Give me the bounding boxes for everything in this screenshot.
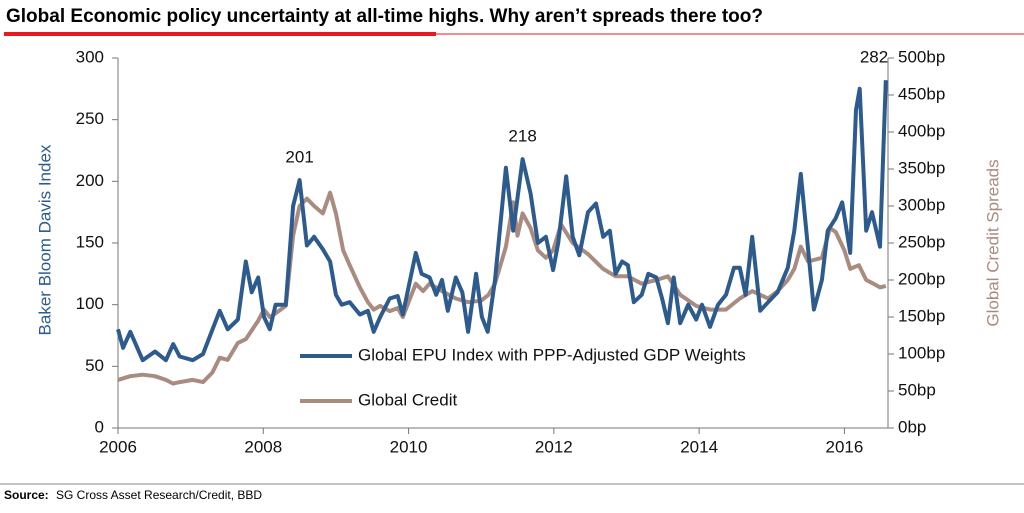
y2-tick-label: 150bp <box>898 306 945 325</box>
y-tick-label: 300 <box>76 47 104 66</box>
y-tick-label: 200 <box>76 171 104 190</box>
y-tick-label: 100 <box>76 294 104 313</box>
series-line <box>116 80 888 363</box>
x-tick-label: 2016 <box>826 437 864 456</box>
y-tick-label: 0 <box>95 417 104 436</box>
y2-tick-label: 400bp <box>898 121 945 140</box>
y-tick-label: 250 <box>76 109 104 128</box>
legend-label: Global EPU Index with PPP-Adjusted GDP W… <box>358 345 746 364</box>
y2-tick-label: 500bp <box>898 47 945 66</box>
source-text: SG Cross Asset Research/Credit, BBD <box>56 488 262 502</box>
chart-title: Global Economic policy uncertainty at al… <box>6 6 763 27</box>
y2-tick-label: 200bp <box>898 269 945 288</box>
data-label: 218 <box>508 127 536 146</box>
x-tick-label: 2012 <box>535 437 573 456</box>
y2-tick-label: 300bp <box>898 195 945 214</box>
y2-tick-label: 0bp <box>898 417 926 436</box>
y2-axis-title: Global Credit Spreads <box>983 159 1002 326</box>
legend-label: Global Credit <box>358 390 457 409</box>
x-tick-label: 2006 <box>99 437 137 456</box>
y2-tick-label: 450bp <box>898 84 945 103</box>
x-tick-label: 2010 <box>390 437 428 456</box>
x-tick-label: 2008 <box>244 437 282 456</box>
data-label: 282 <box>860 48 888 67</box>
y-axis-title: Baker Bloom Davis Index <box>35 144 54 335</box>
y2-tick-label: 350bp <box>898 158 945 177</box>
y-tick-label: 150 <box>76 232 104 251</box>
data-label: 201 <box>285 148 313 167</box>
y2-tick-label: 50bp <box>898 380 936 399</box>
x-tick-label: 2014 <box>680 437 718 456</box>
y2-tick-label: 100bp <box>898 343 945 362</box>
source-label: Source: <box>4 488 49 502</box>
y2-tick-label: 250bp <box>898 232 945 251</box>
y-tick-label: 50 <box>85 356 104 375</box>
